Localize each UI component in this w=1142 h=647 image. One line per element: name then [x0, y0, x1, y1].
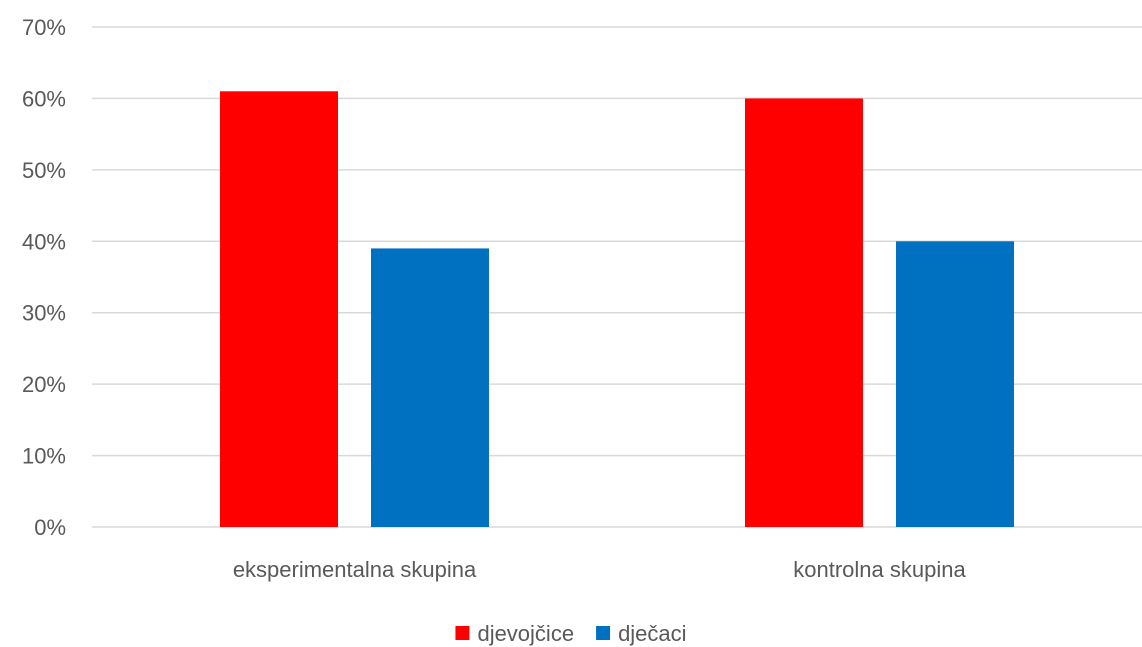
- y-tick-label: 20%: [22, 372, 66, 397]
- x-category-label: eksperimentalna skupina: [233, 557, 477, 582]
- bar-series1-2: [745, 98, 863, 527]
- bar-series1-1: [220, 91, 338, 528]
- x-category-label: kontrolna skupina: [793, 557, 966, 582]
- legend: djevojčice dječaci: [455, 621, 687, 646]
- bar-series2-2: [896, 241, 1014, 528]
- y-axis-tick-labels: 0% 10% 20% 30% 40% 50% 60% 70%: [22, 15, 66, 540]
- bar-series2-1: [371, 248, 489, 527]
- legend-label: dječaci: [618, 621, 686, 646]
- y-tick-label: 10%: [22, 444, 66, 469]
- legend-label: djevojčice: [477, 621, 574, 646]
- y-tick-label: 0%: [34, 515, 66, 540]
- legend-swatch: [455, 626, 470, 640]
- y-tick-label: 60%: [22, 86, 66, 111]
- y-tick-label: 50%: [22, 158, 66, 183]
- x-axis-category-labels: eksperimentalna skupina kontrolna skupina: [233, 557, 967, 582]
- legend-swatch: [596, 626, 611, 640]
- bars: [220, 91, 1014, 528]
- y-tick-label: 40%: [22, 229, 66, 254]
- y-tick-label: 30%: [22, 301, 66, 326]
- y-tick-label: 70%: [22, 15, 66, 40]
